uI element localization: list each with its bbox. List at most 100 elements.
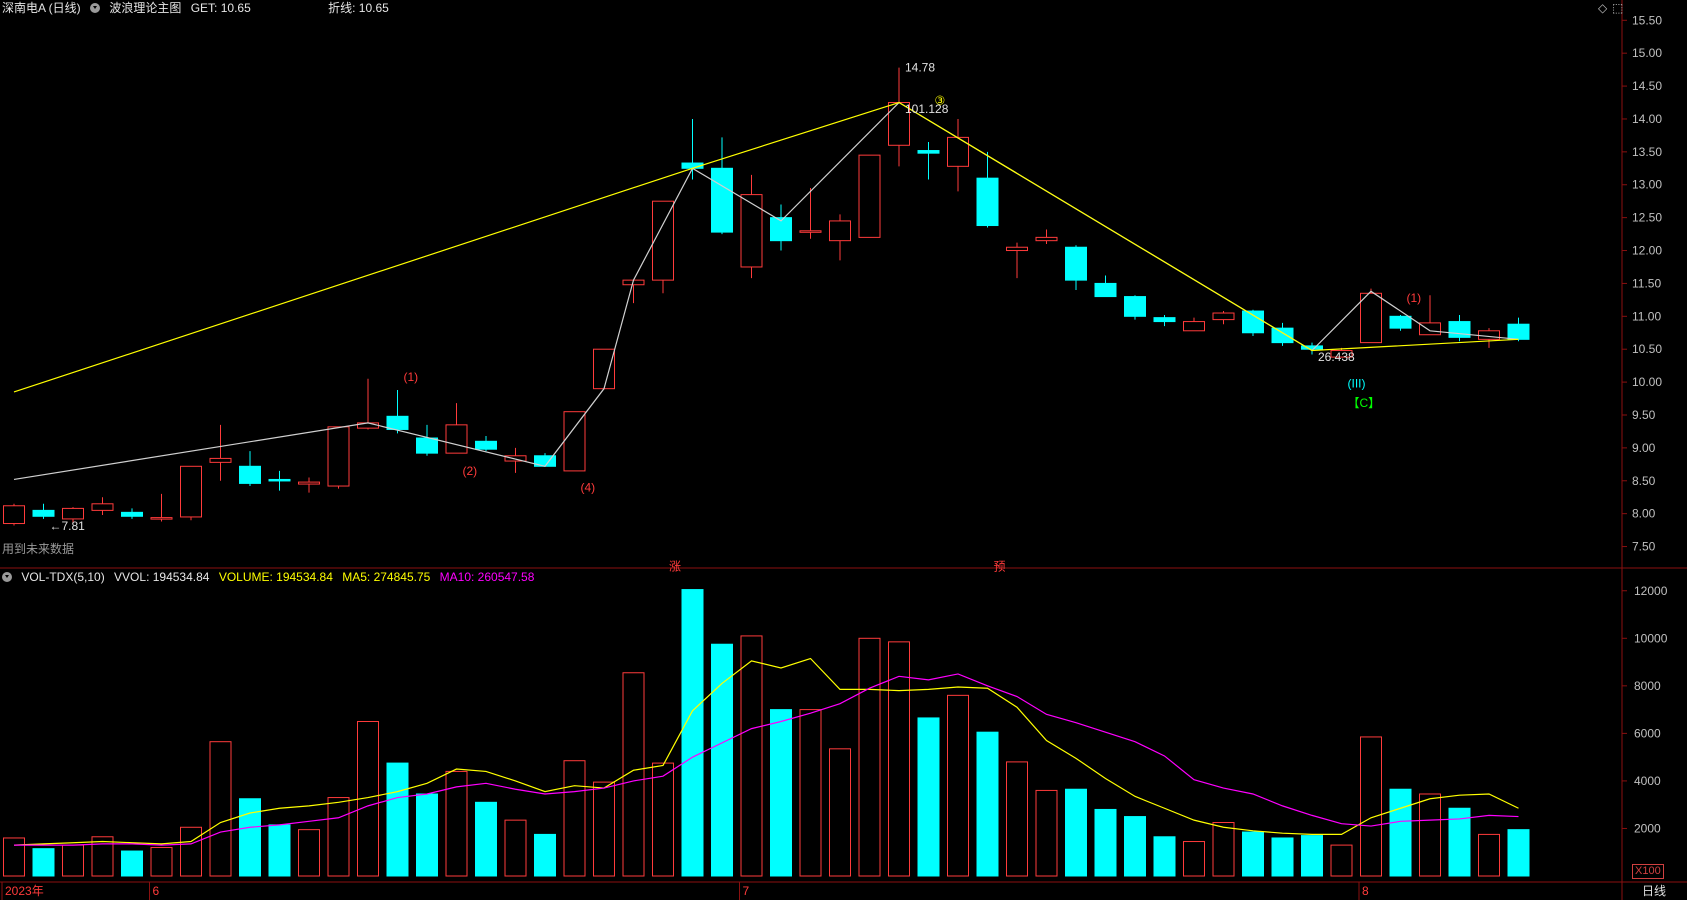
indicator-name[interactable]: 波浪理论主图 [109, 1, 182, 15]
wave-annotation: 【C】 [1348, 396, 1381, 410]
price-tick-label: 13.50 [1632, 145, 1662, 159]
volume-bar [534, 833, 556, 877]
wave-annotation: 涨 [669, 558, 681, 573]
volume-tick-label: 4000 [1634, 774, 1661, 788]
candle-body [386, 415, 409, 430]
volume-value: VOLUME: 194534.84 [218, 570, 333, 584]
diamond-icon[interactable]: ◇ [1598, 1, 1608, 15]
dropdown-icon[interactable] [90, 3, 101, 13]
volume-bar [1507, 829, 1530, 877]
wave-annotation: (III) [1348, 376, 1366, 390]
price-panel[interactable]: ←7.81 14.78 101.128 26.438 (1) (2) (4) ③ (1) (III… [3, 61, 1530, 574]
volume-bar [888, 641, 910, 877]
price-tick-label: 7.50 [1632, 540, 1656, 554]
volume-bar [91, 836, 114, 877]
candle-body [150, 517, 173, 520]
volume-bar [711, 643, 733, 877]
pin-icon[interactable]: ⬚ [1612, 1, 1624, 15]
wave-annotation: (1) [404, 370, 419, 384]
volume-bar [976, 731, 999, 877]
candle-body [976, 177, 999, 227]
dropdown-icon[interactable] [2, 572, 12, 582]
wave-annotation: 预 [994, 559, 1006, 573]
wave-annotation: (1) [1407, 291, 1422, 305]
price-tick-label: 9.50 [1632, 408, 1656, 422]
candle-body [770, 217, 792, 242]
wave-annotation: ③ [935, 94, 946, 108]
candle-body [917, 150, 940, 154]
volume-bar [1330, 844, 1353, 877]
price-tick-label: 10.50 [1632, 342, 1662, 356]
axis-layer: 15.50 15.00 14.50 14.00 13.50 13.00 12.50 12.00… [5, 13, 1668, 898]
candle-body [1183, 321, 1205, 332]
candle-body [1448, 321, 1471, 338]
candle-body [652, 200, 674, 281]
wave-annotation: 101.128 [905, 102, 949, 116]
volume-bar [1389, 788, 1412, 877]
period-tab[interactable]: 日线 [1642, 884, 1667, 898]
candle-body [1094, 282, 1117, 298]
volume-bar [1183, 841, 1205, 877]
candle-body [268, 478, 291, 482]
volume-tick-label: 6000 [1634, 726, 1661, 740]
candle-body [32, 509, 55, 517]
candle-body [180, 465, 202, 518]
candle-body [239, 465, 261, 484]
volume-bar [3, 837, 25, 877]
volume-bar [770, 709, 792, 877]
price-tick-label: 15.00 [1632, 46, 1662, 60]
candle-body [1006, 246, 1028, 252]
candle-body [1212, 312, 1235, 321]
volume-bar [1006, 761, 1028, 877]
volume-bar [32, 848, 55, 877]
volume-bar [681, 589, 704, 877]
volume-tick-label: 8000 [1634, 679, 1661, 693]
volume-bar [298, 829, 320, 877]
price-tick-label: 11.00 [1632, 309, 1661, 323]
volume-bar [917, 717, 940, 877]
volume-bar [1065, 788, 1087, 877]
volume-bar [1242, 831, 1264, 877]
volume-bar [829, 748, 851, 877]
volume-bar [652, 762, 674, 877]
price-tick-label: 14.00 [1632, 112, 1662, 126]
volume-bar [1153, 836, 1176, 877]
volume-bar [416, 793, 438, 877]
stock-title[interactable]: 深南电A (日线) [2, 1, 81, 15]
candle-body [1153, 317, 1176, 323]
volume-bar [1448, 807, 1471, 877]
candle-body [1478, 330, 1500, 340]
wave-annotation: 26.438 [1318, 350, 1355, 364]
ma5-value: MA5: 274845.75 [342, 570, 431, 584]
vol-indicator-name[interactable]: VOL-TDX(5,10) [21, 570, 105, 584]
candle-body [445, 424, 468, 454]
candle-body [327, 426, 350, 487]
date-tick-label: 8 [1362, 884, 1369, 898]
volume-bar [150, 846, 173, 877]
chart-header: 深南电A (日线) 波浪理论主图 GET: 10.65 折线: 10.65 [2, 0, 395, 16]
candle-body [1419, 322, 1441, 336]
candle-body [1242, 310, 1264, 334]
wave-annotation: ←7.81 [50, 519, 86, 533]
candle-body [1389, 315, 1412, 329]
volume-bar [209, 741, 232, 877]
volume-bar [563, 760, 586, 877]
volume-bar [1124, 816, 1146, 877]
wave-annotation: (4) [581, 480, 596, 494]
volume-bar [386, 762, 409, 877]
volume-bar [858, 637, 881, 877]
candle-body [1124, 296, 1146, 317]
price-tick-label: 12.00 [1632, 244, 1662, 258]
wave-annotation: (2) [463, 464, 478, 478]
fold-value: 折线: 10.65 [328, 1, 389, 15]
volume-bar [593, 781, 615, 877]
vvol-value: VVOL: 194534.84 [114, 570, 210, 584]
candle-body [829, 220, 851, 242]
volume-bar [180, 826, 202, 877]
candle-body [209, 457, 232, 463]
volume-bar [1212, 822, 1235, 877]
volume-panel[interactable] [3, 589, 1530, 877]
price-tick-label: 8.00 [1632, 507, 1656, 521]
volume-bar [504, 819, 527, 877]
